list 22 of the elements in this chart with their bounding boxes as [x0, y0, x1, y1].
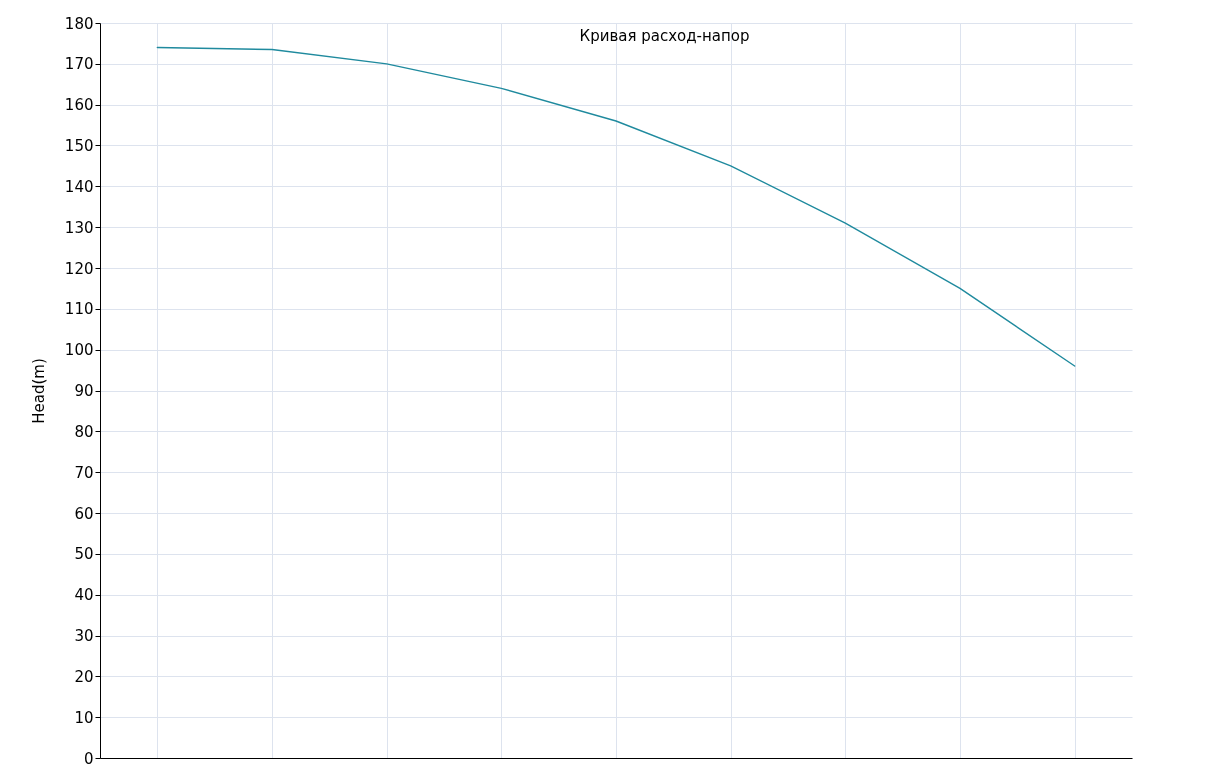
chart-title: Кривая расход-напор: [579, 27, 750, 45]
y-tick-label: 160: [64, 96, 94, 115]
y-tick-label: 50: [74, 545, 94, 564]
y-tick-label: 10: [74, 708, 94, 727]
y-tick-label: 120: [64, 259, 94, 278]
y-tick-label: 150: [64, 137, 94, 155]
y-tick-label: 30: [74, 627, 94, 645]
y-tick-label: 60: [74, 504, 94, 523]
y-tick-label: 80: [74, 422, 94, 441]
y-axis-title: Head(m): [29, 358, 48, 424]
y-tick-label: 40: [74, 586, 94, 605]
y-tick-label: 70: [74, 463, 94, 482]
line-series: [156, 46, 1076, 367]
y-tick-label: 100: [64, 341, 94, 360]
y-tick-label: 180: [64, 14, 94, 33]
y-tick-label: 90: [74, 382, 94, 400]
y-tick-label: 20: [74, 667, 94, 686]
y-tick-label: 0: [83, 749, 94, 765]
y-tick-label: 140: [64, 177, 94, 196]
y-tick-label: 170: [64, 55, 94, 74]
y-tick-label: 110: [64, 300, 94, 319]
y-tick-label: 130: [64, 218, 94, 237]
